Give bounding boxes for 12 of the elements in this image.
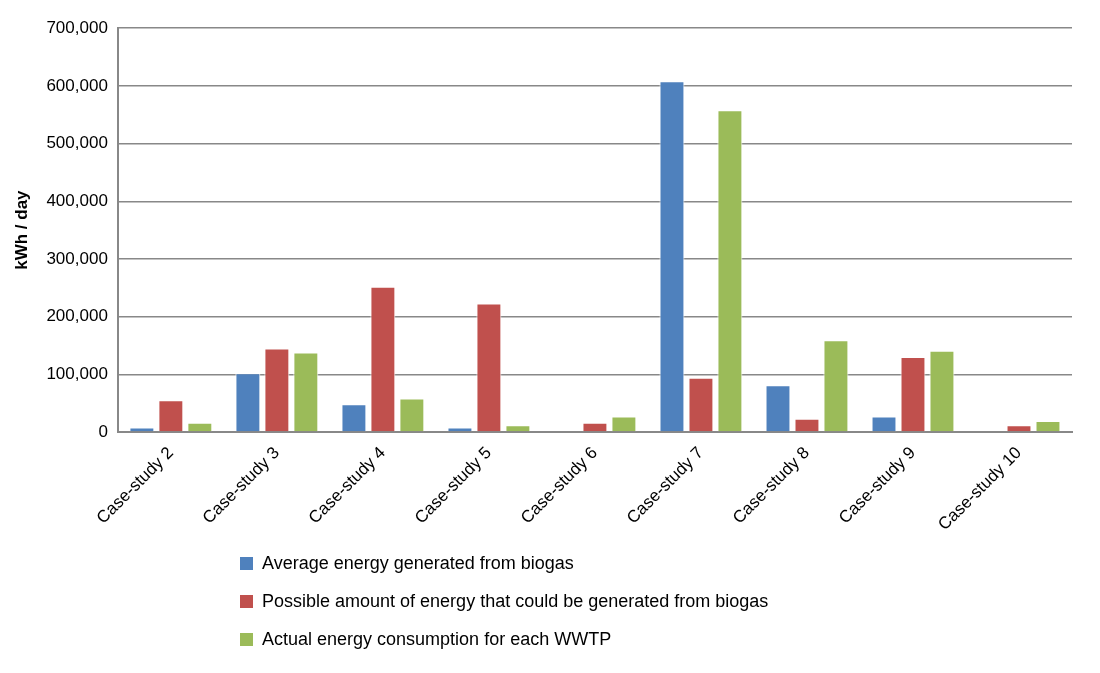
legend-label: Average energy generated from biogas [262,552,574,574]
y-tick-label: 100,000 [46,364,108,384]
legend-label: Possible amount of energy that could be generated from biogas [262,590,769,612]
legend-label: Actual energy consumption for each WWTP [262,628,612,650]
y-tick-label: 400,000 [46,190,108,210]
y-tick-label: 0 [98,421,108,441]
y-tick-label: 500,000 [46,133,108,153]
y-tick-label: 600,000 [46,75,108,95]
y-tick-label: 700,000 [46,17,108,37]
y-axis-title: kWh / day [11,189,31,270]
y-tick-label: 300,000 [46,248,108,268]
y-tick-label: 200,000 [46,306,108,326]
